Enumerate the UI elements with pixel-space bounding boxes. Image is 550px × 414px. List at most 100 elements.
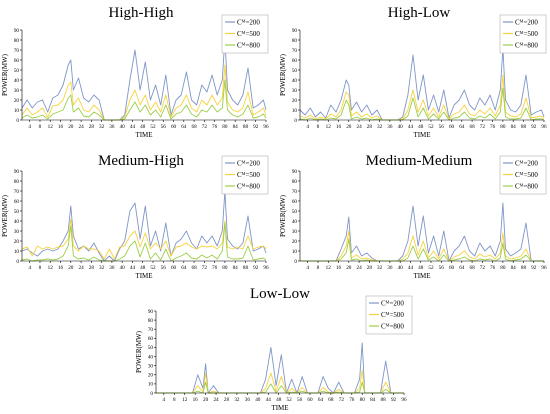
- y-tick-label: 20: [292, 98, 298, 104]
- series-line-2: [300, 238, 544, 262]
- x-tick-label: 4: [306, 265, 309, 271]
- x-tick-label: 80: [222, 265, 228, 271]
- chart-title: High-Low: [388, 5, 451, 21]
- chart-legend: Cᴹ=200 Cᴹ=500 Cᴹ=800: [365, 295, 413, 335]
- x-tick-label: 76: [349, 397, 355, 403]
- x-tick-label: 68: [469, 124, 475, 130]
- y-tick-label: 10: [148, 382, 154, 388]
- legend-label-0: Cᴹ=200: [237, 159, 260, 167]
- x-tick-label: 40: [398, 124, 404, 130]
- legend-label-1: Cᴹ=500: [515, 171, 538, 179]
- x-tick-label: 88: [243, 265, 249, 271]
- legend-label-0: Cᴹ=200: [381, 299, 404, 307]
- x-tick-label: 76: [212, 124, 218, 130]
- legend-label-2: Cᴹ=800: [237, 41, 260, 49]
- y-tick-label: 40: [14, 78, 20, 84]
- y-tick-label: 50: [292, 68, 298, 74]
- y-tick-label: 60: [292, 58, 298, 64]
- chart-panel-low-low: Low-Low 0 10 20 30 40 50 60 70 80 90 4 8 12 16 20 24 28 32…: [134, 281, 414, 413]
- chart-legend: Cᴹ=200 Cᴹ=500 Cᴹ=800: [221, 155, 269, 195]
- x-tick-label: 68: [191, 265, 197, 271]
- x-tick-label: 16: [336, 265, 342, 271]
- y-tick-label: 10: [14, 249, 20, 255]
- chart-title: Low-Low: [250, 286, 310, 302]
- y-tick-label: 20: [14, 98, 20, 104]
- y-tick-label: 30: [14, 88, 20, 94]
- series-line-0: [21, 37, 267, 121]
- y-tick-label: 90: [14, 169, 20, 175]
- x-tick-label: 8: [173, 397, 176, 403]
- y-tick-label: 90: [14, 28, 20, 34]
- series-line-1: [156, 369, 404, 394]
- y-tick-label: 30: [292, 229, 298, 235]
- x-tick-label: 48: [140, 124, 146, 130]
- x-tick-label: 12: [326, 124, 332, 130]
- y-tick-label: 10: [292, 108, 298, 114]
- legend-label-0: Cᴹ=200: [515, 18, 538, 26]
- y-tick-label: 70: [14, 48, 20, 54]
- y-tick-label: 70: [14, 189, 20, 195]
- y-axis-label: POWER(MW): [279, 53, 287, 96]
- x-tick-label: 12: [48, 124, 54, 130]
- legend-label-1: Cᴹ=500: [237, 171, 260, 179]
- x-tick-label: 76: [490, 265, 496, 271]
- y-axis-label: POWER(MW): [135, 330, 143, 373]
- legend-label-1: Cᴹ=500: [381, 311, 404, 319]
- x-tick-label: 8: [39, 265, 42, 271]
- x-tick-label: 72: [480, 124, 486, 130]
- x-tick-label: 32: [377, 265, 383, 271]
- x-tick-label: 48: [276, 397, 282, 403]
- x-tick-label: 8: [317, 124, 320, 130]
- x-axis-label: TIME: [135, 272, 152, 280]
- y-tick-label: 50: [14, 68, 20, 74]
- chart-panel-medium-medium: Medium-Medium 0 10 20 30 40 50 60 70 80 90 4 8 12 16 20…: [278, 142, 548, 280]
- chart-panel-medium-high: Medium-High 0 10 20 30 40 50 60 70 80 90 4 8 12 16 20 24…: [0, 142, 270, 280]
- x-tick-label: 56: [161, 124, 167, 130]
- series-line-2: [299, 87, 545, 121]
- x-tick-label: 44: [408, 124, 414, 130]
- chart-legend: Cᴹ=200 Cᴹ=500 Cᴹ=800: [499, 14, 547, 54]
- x-tick-label: 16: [193, 397, 199, 403]
- x-tick-label: 20: [346, 265, 352, 271]
- x-tick-label: 68: [328, 397, 334, 403]
- x-tick-label: 80: [360, 397, 366, 403]
- x-tick-label: 48: [418, 265, 424, 271]
- chart-legend: Cᴹ=200 Cᴹ=500 Cᴹ=800: [221, 14, 269, 54]
- y-tick-label: 20: [292, 239, 298, 245]
- y-tick-label: 20: [14, 239, 20, 245]
- series-line-1: [21, 218, 267, 260]
- x-axis-label: TIME: [271, 404, 288, 412]
- series-line-1: [300, 230, 544, 262]
- x-tick-label: 40: [255, 397, 261, 403]
- x-tick-label: 84: [370, 397, 376, 403]
- x-tick-label: 44: [408, 265, 414, 271]
- x-tick-label: 88: [521, 124, 527, 130]
- chart-title: Medium-High: [98, 153, 184, 169]
- y-tick-label: 60: [292, 199, 298, 205]
- x-tick-label: 40: [120, 265, 126, 271]
- y-tick-label: 0: [150, 391, 153, 397]
- series-line-0: [300, 202, 544, 262]
- x-tick-label: 76: [490, 124, 496, 130]
- x-tick-label: 72: [202, 265, 208, 271]
- x-tick-label: 12: [48, 265, 54, 271]
- x-tick-label: 80: [500, 265, 506, 271]
- legend-label-2: Cᴹ=800: [515, 41, 538, 49]
- y-tick-label: 0: [294, 259, 297, 265]
- x-tick-label: 88: [381, 397, 387, 403]
- x-tick-label: 84: [511, 265, 517, 271]
- x-tick-label: 20: [346, 124, 352, 130]
- x-tick-label: 52: [150, 124, 156, 130]
- x-tick-label: 52: [287, 397, 293, 403]
- x-tick-label: 36: [387, 124, 393, 130]
- x-axis-label: TIME: [135, 131, 152, 139]
- series-line-2: [21, 222, 267, 262]
- x-tick-label: 48: [140, 265, 146, 271]
- x-tick-label: 8: [39, 124, 42, 130]
- x-tick-label: 36: [109, 265, 115, 271]
- y-tick-label: 10: [14, 108, 20, 114]
- x-tick-label: 4: [28, 124, 31, 130]
- y-tick-label: 60: [14, 199, 20, 205]
